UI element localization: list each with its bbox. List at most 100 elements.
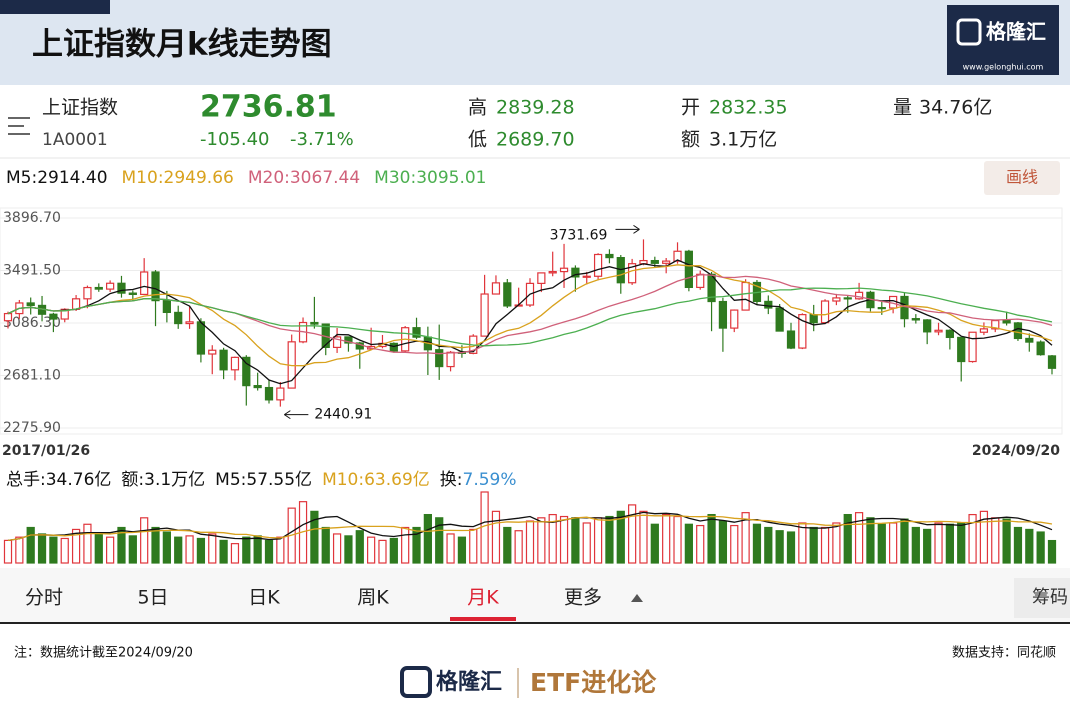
candle-body <box>923 319 932 333</box>
volume-bar <box>423 513 432 564</box>
volume-bar <box>934 522 943 564</box>
tab[interactable]: 更多 <box>564 587 602 609</box>
brand-icon <box>400 666 432 698</box>
change-pct: -3.71% <box>290 129 354 150</box>
candle-body <box>968 331 977 363</box>
candle-body <box>582 275 591 278</box>
volume-bar <box>174 536 183 564</box>
side-button-label[interactable]: 筹码 <box>1032 587 1068 608</box>
volume-bar <box>469 528 478 564</box>
volume-legend: 7.59% <box>463 470 517 490</box>
volume-bar <box>843 513 852 564</box>
start-date: 2017/01/26 <box>2 443 90 459</box>
candle-body <box>3 312 13 322</box>
volume-bar <box>242 536 251 564</box>
volume-bar <box>401 526 410 564</box>
quote-bg <box>0 85 1070 155</box>
max-arrow-head <box>633 224 640 234</box>
candle-body <box>548 271 557 274</box>
candle-body <box>230 356 240 371</box>
volume-bar <box>1013 526 1023 564</box>
volume-bar <box>332 533 342 564</box>
candle-body <box>208 349 217 355</box>
volume-bar <box>514 530 523 564</box>
brand2: ETF进化论 <box>530 668 657 697</box>
candle-body <box>185 321 194 325</box>
candle-body <box>412 327 421 338</box>
ma-legend: M30:3095.01 <box>374 168 486 188</box>
logo-text: 格隆汇 <box>986 20 1046 44</box>
draw-button-label[interactable]: 画线 <box>1006 168 1038 187</box>
volume-bar <box>230 543 240 564</box>
volume-bar <box>582 522 591 564</box>
candle-body <box>1002 319 1011 324</box>
volume-bar <box>219 539 228 564</box>
tab[interactable]: 5日 <box>137 587 168 609</box>
volume-bar <box>707 513 716 564</box>
volume-bar <box>412 526 421 564</box>
candle-body <box>332 336 342 348</box>
candle-body <box>128 292 137 296</box>
candle-body <box>843 297 852 300</box>
end-date: 2024/09/20 <box>972 443 1060 459</box>
candle-body <box>1025 337 1034 343</box>
candle-body <box>26 302 35 307</box>
volume-bar <box>945 523 954 564</box>
candle-body <box>1036 341 1045 356</box>
volume-bar <box>208 533 217 564</box>
tab[interactable]: 日K <box>248 587 280 609</box>
candle-body <box>684 250 693 289</box>
candle-body <box>117 282 126 294</box>
tab-bar <box>0 568 1070 623</box>
volume-bar <box>1002 518 1011 564</box>
index-name: 上证指数 <box>42 97 118 119</box>
candle-body <box>957 336 966 363</box>
volume-bar <box>83 523 92 564</box>
ma-line <box>7 287 1053 347</box>
volume-bar <box>1036 531 1045 564</box>
candle-body <box>491 282 501 295</box>
title: 上证指数月k线走势图 <box>32 27 332 63</box>
volume-bar <box>310 510 319 564</box>
candle-body <box>219 349 228 371</box>
candle-body <box>650 259 659 264</box>
volume-bar <box>71 528 81 564</box>
volume-bar <box>866 517 875 564</box>
candle-body <box>945 329 954 339</box>
volume-bar <box>151 526 160 564</box>
low: 2689.70 <box>496 129 575 151</box>
candle-body <box>537 272 546 284</box>
open-label: 开 <box>681 97 700 119</box>
candle-body <box>435 349 444 368</box>
volume-bar <box>911 526 920 564</box>
candle-body <box>242 356 251 387</box>
candle-body <box>1047 355 1057 369</box>
open: 2832.35 <box>709 97 788 119</box>
volume-bar <box>764 526 773 564</box>
amount-label: 额 <box>681 129 700 151</box>
min-label: 2440.91 <box>314 407 372 423</box>
brand1: 格隆汇 <box>436 669 502 695</box>
low-label: 低 <box>468 129 487 151</box>
volume-bar <box>378 539 387 564</box>
draw-button[interactable] <box>984 161 1060 195</box>
candle-body <box>934 329 943 333</box>
tab[interactable]: 分时 <box>25 587 63 609</box>
menu-icon <box>8 117 30 135</box>
tab[interactable]: 周K <box>357 587 389 609</box>
tab[interactable]: 月K <box>467 587 499 609</box>
y-tick-label: 2275.90 <box>3 420 61 436</box>
volume-bar <box>276 536 285 564</box>
candle-body <box>94 286 103 290</box>
side-button[interactable] <box>1014 578 1070 618</box>
ma-legend: M20:3067.44 <box>248 168 360 188</box>
volume-bar <box>605 515 614 564</box>
volume-bar <box>991 517 1000 564</box>
volume-bar <box>94 533 103 564</box>
volume-bar <box>162 531 171 564</box>
candle-body <box>71 298 81 310</box>
candle-body <box>673 250 682 262</box>
volume-bar <box>798 522 807 564</box>
candle-body <box>718 300 728 329</box>
